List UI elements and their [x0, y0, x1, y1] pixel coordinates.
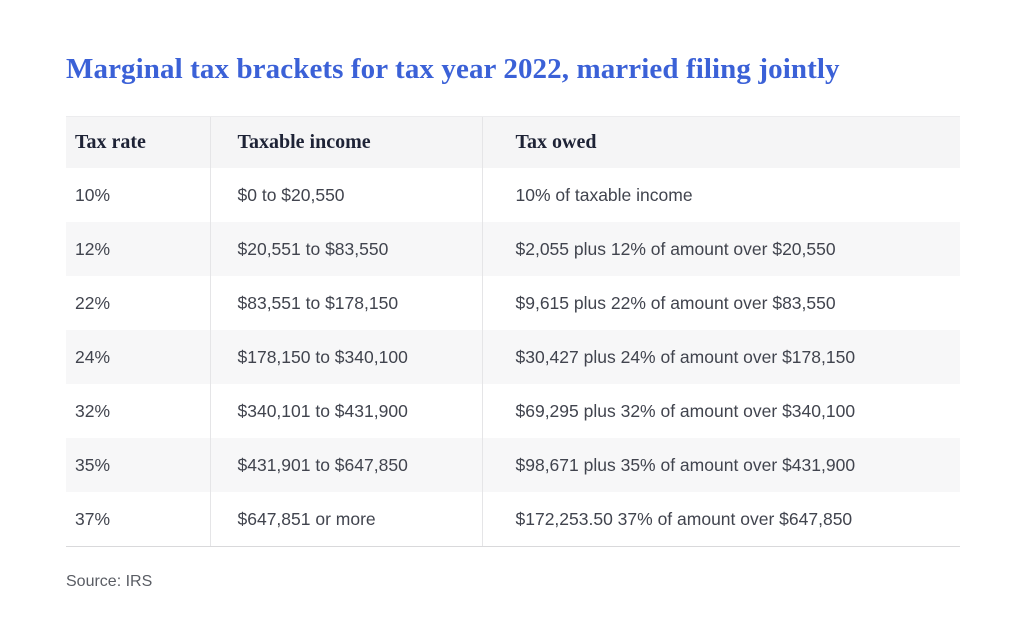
- table-row: 10% $0 to $20,550 10% of taxable income: [66, 168, 960, 223]
- table-cell-tax-rate: 10%: [66, 168, 210, 223]
- table-cell-taxable-income: $83,551 to $178,150: [209, 276, 482, 331]
- table-cell-taxable-income: $340,101 to $431,900: [209, 384, 482, 439]
- column-header-tax-owed: Tax owed: [481, 115, 960, 169]
- table-cell-tax-rate: 37%: [66, 492, 210, 547]
- table-row: 37% $647,851 or more $172,253.50 37% of …: [66, 492, 960, 547]
- table-cell-tax-rate: 12%: [66, 222, 210, 277]
- table-cell-taxable-income: $431,901 to $647,850: [209, 438, 482, 493]
- table-cell-tax-rate: 22%: [66, 276, 210, 331]
- tax-brackets-table: Tax rate Taxable income Tax owed 10% $0 …: [66, 115, 960, 547]
- column-header-taxable-income: Taxable income: [209, 115, 482, 169]
- page-title: Marginal tax brackets for tax year 2022,…: [66, 53, 840, 85]
- table-cell-taxable-income: $178,150 to $340,100: [209, 330, 482, 385]
- table-cell-tax-owed: $172,253.50 37% of amount over $647,850: [481, 492, 960, 547]
- table-body: 10% $0 to $20,550 10% of taxable income …: [66, 168, 960, 547]
- table-cell-tax-rate: 24%: [66, 330, 210, 385]
- source-note: Source: IRS: [66, 572, 153, 590]
- table-row: 12% $20,551 to $83,550 $2,055 plus 12% o…: [66, 222, 960, 277]
- table-row: 32% $340,101 to $431,900 $69,295 plus 32…: [66, 384, 960, 439]
- table-header: Tax rate Taxable income Tax owed: [66, 115, 960, 169]
- table-cell-tax-rate: 32%: [66, 384, 210, 439]
- table-cell-tax-owed: 10% of taxable income: [481, 168, 960, 223]
- table-cell-taxable-income: $647,851 or more: [209, 492, 482, 547]
- table-cell-tax-owed: $9,615 plus 22% of amount over $83,550: [481, 276, 960, 331]
- table-row: 22% $83,551 to $178,150 $9,615 plus 22% …: [66, 276, 960, 331]
- table-cell-tax-rate: 35%: [66, 438, 210, 493]
- table-cell-tax-owed: $30,427 plus 24% of amount over $178,150: [481, 330, 960, 385]
- table-row: 35% $431,901 to $647,850 $98,671 plus 35…: [66, 438, 960, 493]
- column-header-tax-rate: Tax rate: [66, 115, 210, 169]
- table-cell-tax-owed: $69,295 plus 32% of amount over $340,100: [481, 384, 960, 439]
- table-cell-tax-owed: $98,671 plus 35% of amount over $431,900: [481, 438, 960, 493]
- table-cell-tax-owed: $2,055 plus 12% of amount over $20,550: [481, 222, 960, 277]
- table-cell-taxable-income: $20,551 to $83,550: [209, 222, 482, 277]
- table-cell-taxable-income: $0 to $20,550: [209, 168, 482, 223]
- table-row: 24% $178,150 to $340,100 $30,427 plus 24…: [66, 330, 960, 385]
- header-row: Tax rate Taxable income Tax owed: [66, 115, 960, 169]
